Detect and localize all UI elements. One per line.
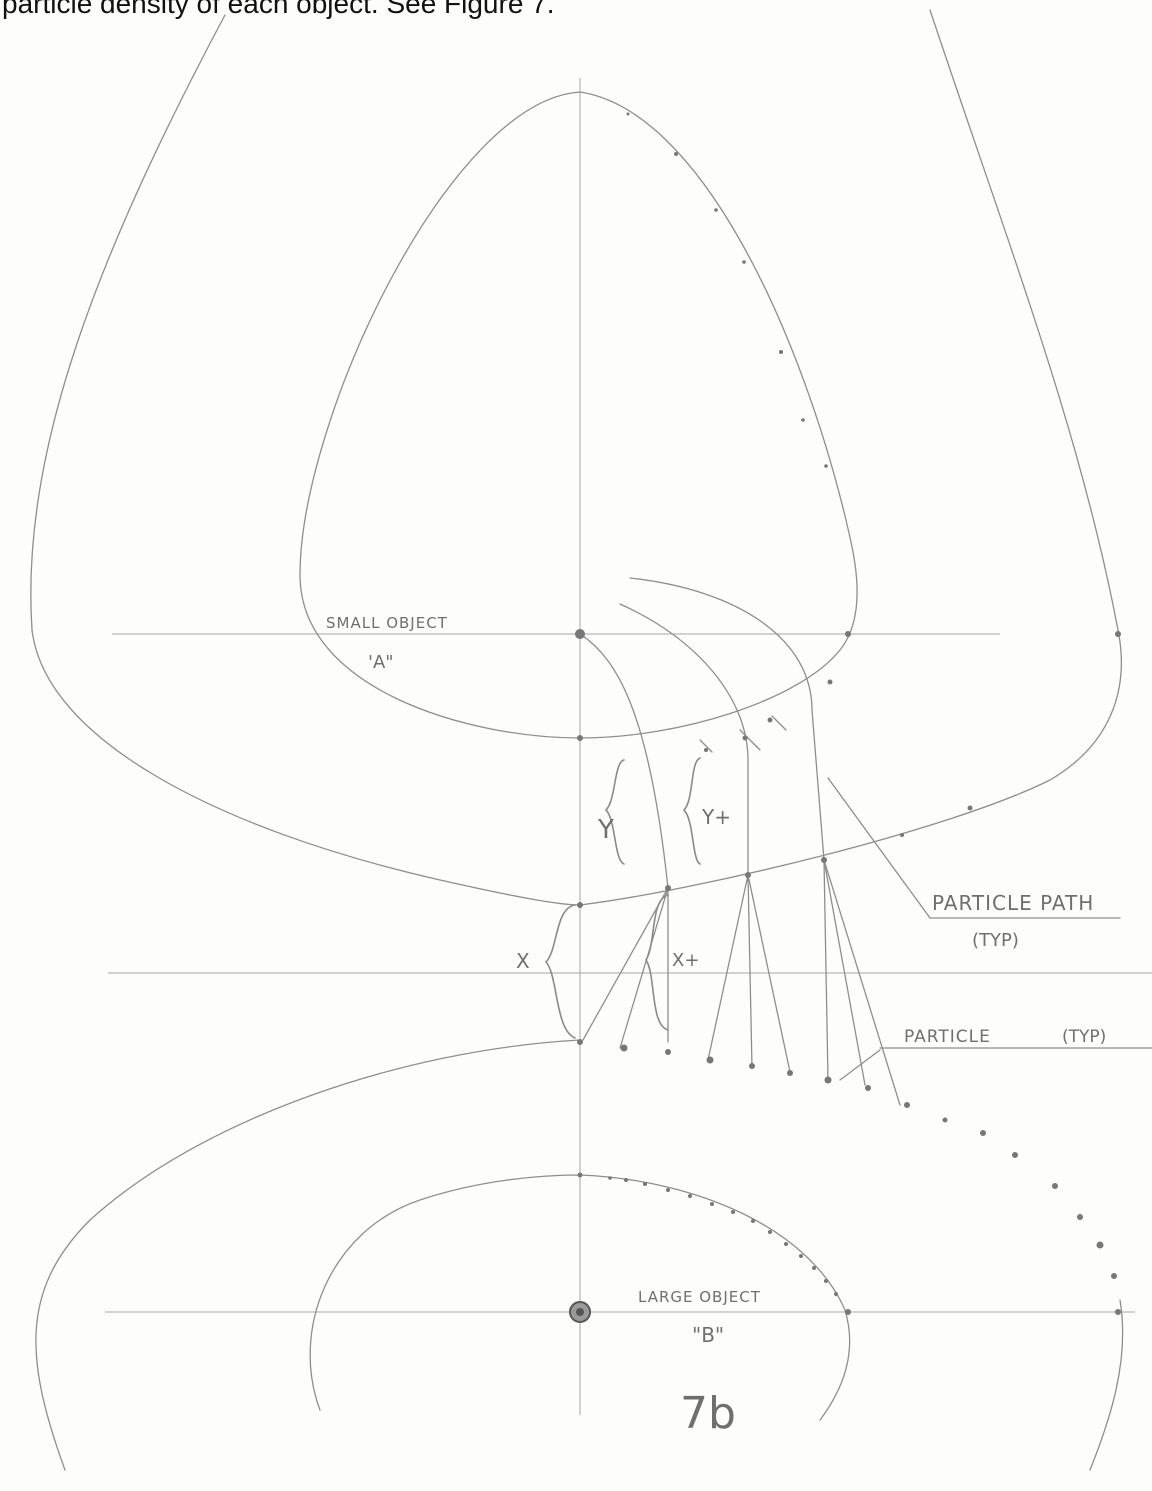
particle — [1012, 1152, 1018, 1158]
particle — [865, 1085, 871, 1091]
tick — [784, 1242, 788, 1246]
particle — [821, 857, 827, 863]
tick — [824, 464, 828, 468]
particle — [980, 1130, 986, 1136]
label-y-plus: Y+ — [701, 805, 731, 829]
tick — [834, 1292, 838, 1296]
large-object-b-core — [576, 1308, 584, 1316]
particle — [967, 805, 973, 811]
tick — [779, 350, 783, 354]
bracket-x-plus — [645, 894, 669, 1031]
particle — [704, 748, 708, 752]
particle-leader — [839, 1049, 881, 1081]
large-object-letter: "B" — [692, 1323, 724, 1347]
particle — [1052, 1183, 1058, 1189]
teardrop-ticks — [608, 112, 838, 1296]
particle-converge-lines — [582, 859, 866, 1086]
tick — [624, 1178, 628, 1182]
particle — [749, 1063, 755, 1069]
outer-envelope-b-right — [1089, 1299, 1124, 1471]
label-x: X — [516, 949, 530, 973]
tick — [674, 152, 678, 156]
outer-envelope-a — [30, 9, 1122, 906]
particle — [1115, 631, 1121, 637]
small-object-letter: 'A" — [368, 652, 394, 673]
particle — [942, 1117, 948, 1123]
label-y: Y — [597, 815, 614, 845]
large-object-label: LARGE OBJECT — [638, 1288, 761, 1306]
particle — [904, 1102, 910, 1108]
particle — [742, 735, 748, 741]
particle — [824, 1076, 832, 1084]
particle-path-label: PARTICLE PATH — [932, 891, 1094, 915]
particle — [665, 885, 671, 891]
tick — [626, 112, 630, 116]
particle-path-typ: (TYP) — [972, 930, 1019, 951]
particle — [706, 1056, 714, 1064]
particle — [845, 1309, 851, 1315]
particle-typ: (TYP) — [1062, 1027, 1106, 1047]
particle — [577, 735, 583, 741]
particle — [900, 833, 904, 837]
particle-path-2 — [619, 603, 753, 1069]
tick — [824, 1279, 828, 1283]
particle-path-1 — [579, 633, 669, 1043]
particle — [787, 1070, 793, 1076]
tick — [643, 1182, 647, 1186]
particles — [577, 631, 1121, 1315]
tick — [688, 1194, 692, 1198]
particle-path-3 — [629, 577, 901, 1106]
tick — [710, 1202, 714, 1206]
particle — [577, 1172, 583, 1178]
small-object-a-dot — [575, 629, 585, 639]
particle — [1111, 1273, 1117, 1279]
tick — [714, 208, 718, 212]
tick — [731, 1210, 735, 1214]
tick — [812, 1266, 816, 1270]
tick — [742, 260, 746, 264]
particle — [620, 1044, 628, 1052]
particle — [827, 679, 833, 685]
particle — [845, 631, 851, 637]
particle — [577, 902, 583, 908]
header-text: particle density of each object. See Fig… — [2, 0, 555, 19]
particle — [767, 717, 773, 723]
bracket-x — [544, 904, 576, 1039]
particle — [665, 1049, 671, 1055]
particle — [1096, 1241, 1104, 1249]
tick — [768, 1230, 772, 1234]
bracket-y — [604, 759, 625, 865]
particle — [745, 872, 751, 878]
outer-envelope-b — [35, 1039, 581, 1471]
figure-number: 7b — [680, 1388, 736, 1439]
bracket-y-plus — [682, 757, 701, 865]
tick — [801, 418, 805, 422]
tick — [666, 1188, 670, 1192]
particle — [1115, 1309, 1121, 1315]
small-object-label: SMALL OBJECT — [326, 614, 448, 632]
particle-path-leader — [827, 777, 931, 919]
particle — [1077, 1214, 1083, 1220]
tick — [751, 1219, 755, 1223]
particle-label: PARTICLE — [904, 1027, 991, 1047]
tick — [799, 1254, 803, 1258]
inner-teardrop-a — [299, 91, 858, 739]
particle — [577, 1039, 583, 1045]
label-x-plus: X+ — [672, 950, 699, 971]
tick — [608, 1176, 612, 1180]
particle-cross-ticks — [699, 715, 787, 753]
